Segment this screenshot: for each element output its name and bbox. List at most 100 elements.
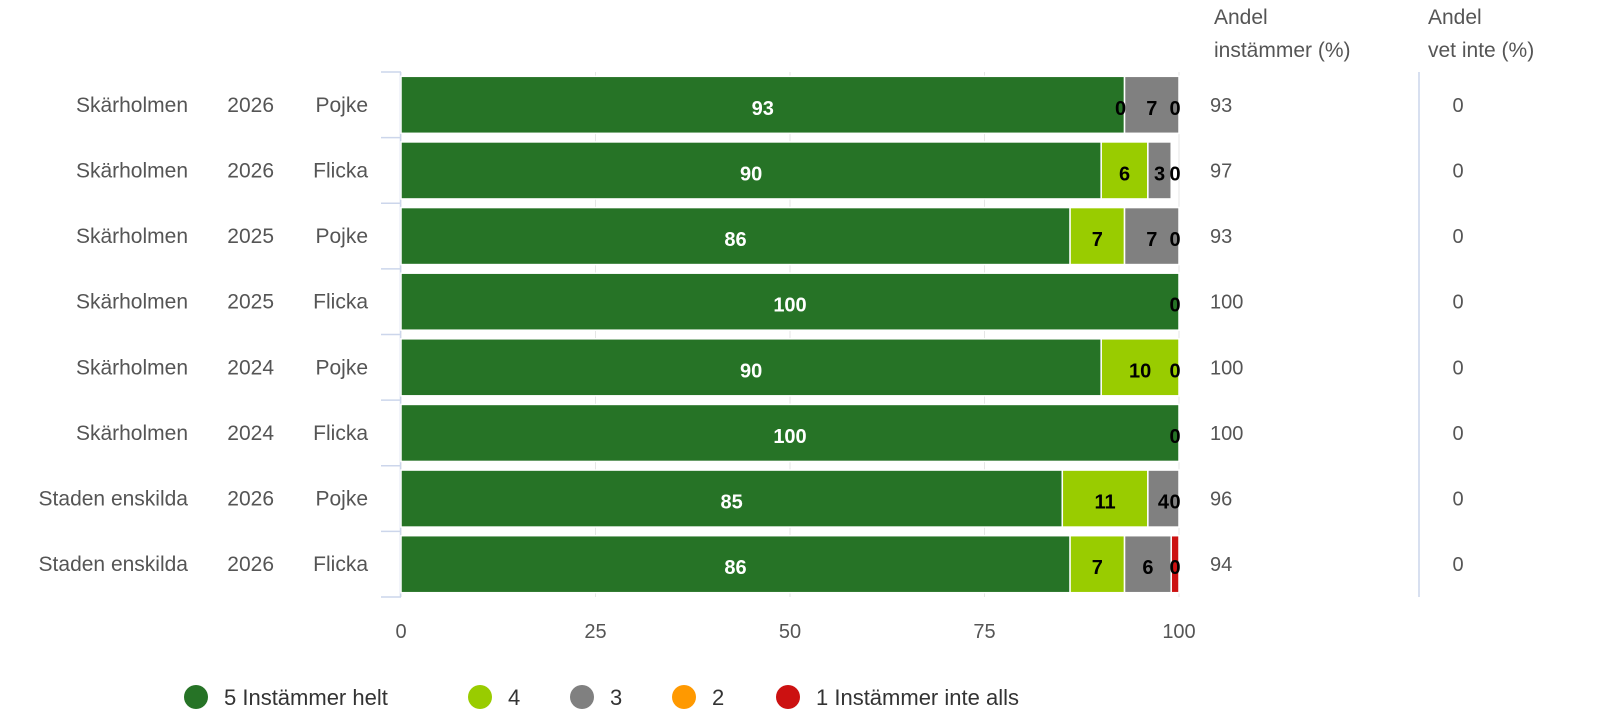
bar-data-label: 0 xyxy=(1115,98,1126,120)
legend-item[interactable]: 1 Instämmer inte alls xyxy=(776,685,1019,710)
row-label-school: Staden enskilda xyxy=(39,553,189,576)
bar-data-label: 0 xyxy=(1169,492,1180,514)
bar-data-label: 10 xyxy=(1129,360,1151,382)
bar-segment[interactable] xyxy=(1100,338,1180,397)
row-label-year: 2026 xyxy=(227,553,274,576)
x-axis-ticks: 0 25 50 75 100 xyxy=(395,621,1195,643)
header-andel-instammer: Andel xyxy=(1214,6,1268,29)
header-andel-vet-inte: vet inte (%) xyxy=(1428,39,1534,62)
x-tick-label: 0 xyxy=(395,621,406,643)
bar-data-label: 100 xyxy=(773,295,806,317)
bar-data-label: 86 xyxy=(724,557,746,579)
row-label-school: Skärholmen xyxy=(76,159,188,182)
andel-instammer-value: 94 xyxy=(1210,554,1232,576)
row-label-gender: Flicka xyxy=(313,422,368,445)
legend-item[interactable]: 3 xyxy=(570,685,622,710)
row-label-gender: Pojke xyxy=(315,488,368,511)
bar-data-label: 93 xyxy=(752,98,774,120)
andel-instammer-value: 96 xyxy=(1210,489,1232,511)
bar-segment[interactable] xyxy=(400,534,1071,594)
andel-vet-inte-value: 0 xyxy=(1452,489,1463,511)
bar-data-label: 7 xyxy=(1146,98,1157,120)
bars xyxy=(400,75,1180,594)
legend-label: 2 xyxy=(712,685,724,710)
andel-vet-inte-value: 0 xyxy=(1452,160,1463,182)
row-label-school: Skärholmen xyxy=(76,225,188,248)
andel-vet-inte-value: 0 xyxy=(1452,423,1463,445)
row-label-year: 2025 xyxy=(227,225,274,248)
legend-item[interactable]: 4 xyxy=(468,685,520,710)
row-label-gender: Pojke xyxy=(315,94,368,117)
bar-data-label: 0 xyxy=(1169,360,1180,382)
bar-data-label: 7 xyxy=(1092,557,1103,579)
bar-segment[interactable] xyxy=(1170,534,1180,594)
row-label-school: Skärholmen xyxy=(76,356,188,379)
bar-data-label: 4 xyxy=(1158,492,1170,514)
bar-data-label: 7 xyxy=(1146,229,1157,251)
legend-marker xyxy=(468,685,492,709)
legend-label: 5 Instämmer helt xyxy=(224,685,388,710)
andel-instammer-value: 97 xyxy=(1210,160,1232,182)
legend-item[interactable]: 5 Instämmer helt xyxy=(184,685,388,710)
legend[interactable]: 5 Instämmer helt 4 3 2 1 Instämmer inte alls xyxy=(184,685,1019,710)
legend-marker xyxy=(672,685,696,709)
bar-data-label: 6 xyxy=(1119,163,1130,185)
x-tick-label: 25 xyxy=(584,621,606,643)
row-label-gender: Flicka xyxy=(313,291,368,314)
side-columns: 93 0 97 0 93 0 100 0 100 0 100 0 96 0 94 0 xyxy=(1210,95,1464,576)
andel-instammer-value: 93 xyxy=(1210,226,1232,248)
row-label-gender: Pojke xyxy=(315,356,368,379)
row-label-gender: Flicka xyxy=(313,553,368,576)
bar-segment[interactable] xyxy=(400,141,1102,200)
andel-instammer-value: 100 xyxy=(1210,357,1243,379)
legend-label: 3 xyxy=(610,685,622,710)
legend-label: 4 xyxy=(508,685,520,710)
header-andel-vet-inte: Andel xyxy=(1428,6,1482,29)
row-labels: Skärholmen 2026 Pojke Skärholmen 2026 Flicka S… xyxy=(39,94,369,576)
row-label-school: Staden enskilda xyxy=(39,488,189,511)
bar-data-label: 0 xyxy=(1169,163,1180,185)
row-label-year: 2026 xyxy=(227,488,274,511)
header-andel-instammer: instämmer (%) xyxy=(1214,39,1351,62)
bar-data-label: 0 xyxy=(1169,557,1180,579)
andel-vet-inte-value: 0 xyxy=(1452,292,1463,314)
bar-segment[interactable] xyxy=(1123,206,1180,266)
bar-segment[interactable] xyxy=(400,338,1102,397)
bar-data-label: 0 xyxy=(1169,98,1180,120)
row-label-year: 2026 xyxy=(227,94,274,117)
andel-vet-inte-value: 0 xyxy=(1452,357,1463,379)
bar-segment[interactable] xyxy=(400,272,1180,331)
bar-segment[interactable] xyxy=(400,75,1126,135)
andel-instammer-value: 100 xyxy=(1210,423,1243,445)
x-tick-label: 75 xyxy=(973,621,995,643)
andel-vet-inte-value: 0 xyxy=(1452,226,1463,248)
column-headers: Andel instämmer (%) Andel vet inte (%) xyxy=(1214,6,1534,62)
andel-vet-inte-value: 0 xyxy=(1452,95,1463,117)
legend-label: 1 Instämmer inte alls xyxy=(816,685,1019,710)
row-label-year: 2024 xyxy=(227,422,274,445)
row-label-year: 2025 xyxy=(227,291,274,314)
bar-data-label: 3 xyxy=(1154,163,1165,185)
bar-segment[interactable] xyxy=(1123,75,1180,135)
row-label-school: Skärholmen xyxy=(76,422,188,445)
andel-instammer-value: 100 xyxy=(1210,292,1243,314)
bar-segment[interactable] xyxy=(1069,206,1126,266)
x-tick-label: 50 xyxy=(779,621,801,643)
row-label-school: Skärholmen xyxy=(76,94,188,117)
bar-data-label: 6 xyxy=(1142,557,1153,579)
bar-data-label: 100 xyxy=(773,426,806,448)
bar-segment[interactable] xyxy=(400,206,1071,266)
bar-data-label: 90 xyxy=(740,360,762,382)
andel-instammer-value: 93 xyxy=(1210,95,1232,117)
row-label-year: 2024 xyxy=(227,356,274,379)
bar-data-label: 0 xyxy=(1169,295,1180,317)
bar-segment[interactable] xyxy=(400,403,1180,463)
andel-vet-inte-value: 0 xyxy=(1452,554,1463,576)
bar-segment[interactable] xyxy=(1147,141,1172,200)
row-label-school: Skärholmen xyxy=(76,291,188,314)
bar-data-label: 86 xyxy=(724,229,746,251)
row-label-gender: Flicka xyxy=(313,159,368,182)
bar-segment[interactable] xyxy=(1147,469,1180,528)
legend-item[interactable]: 2 xyxy=(672,685,724,710)
